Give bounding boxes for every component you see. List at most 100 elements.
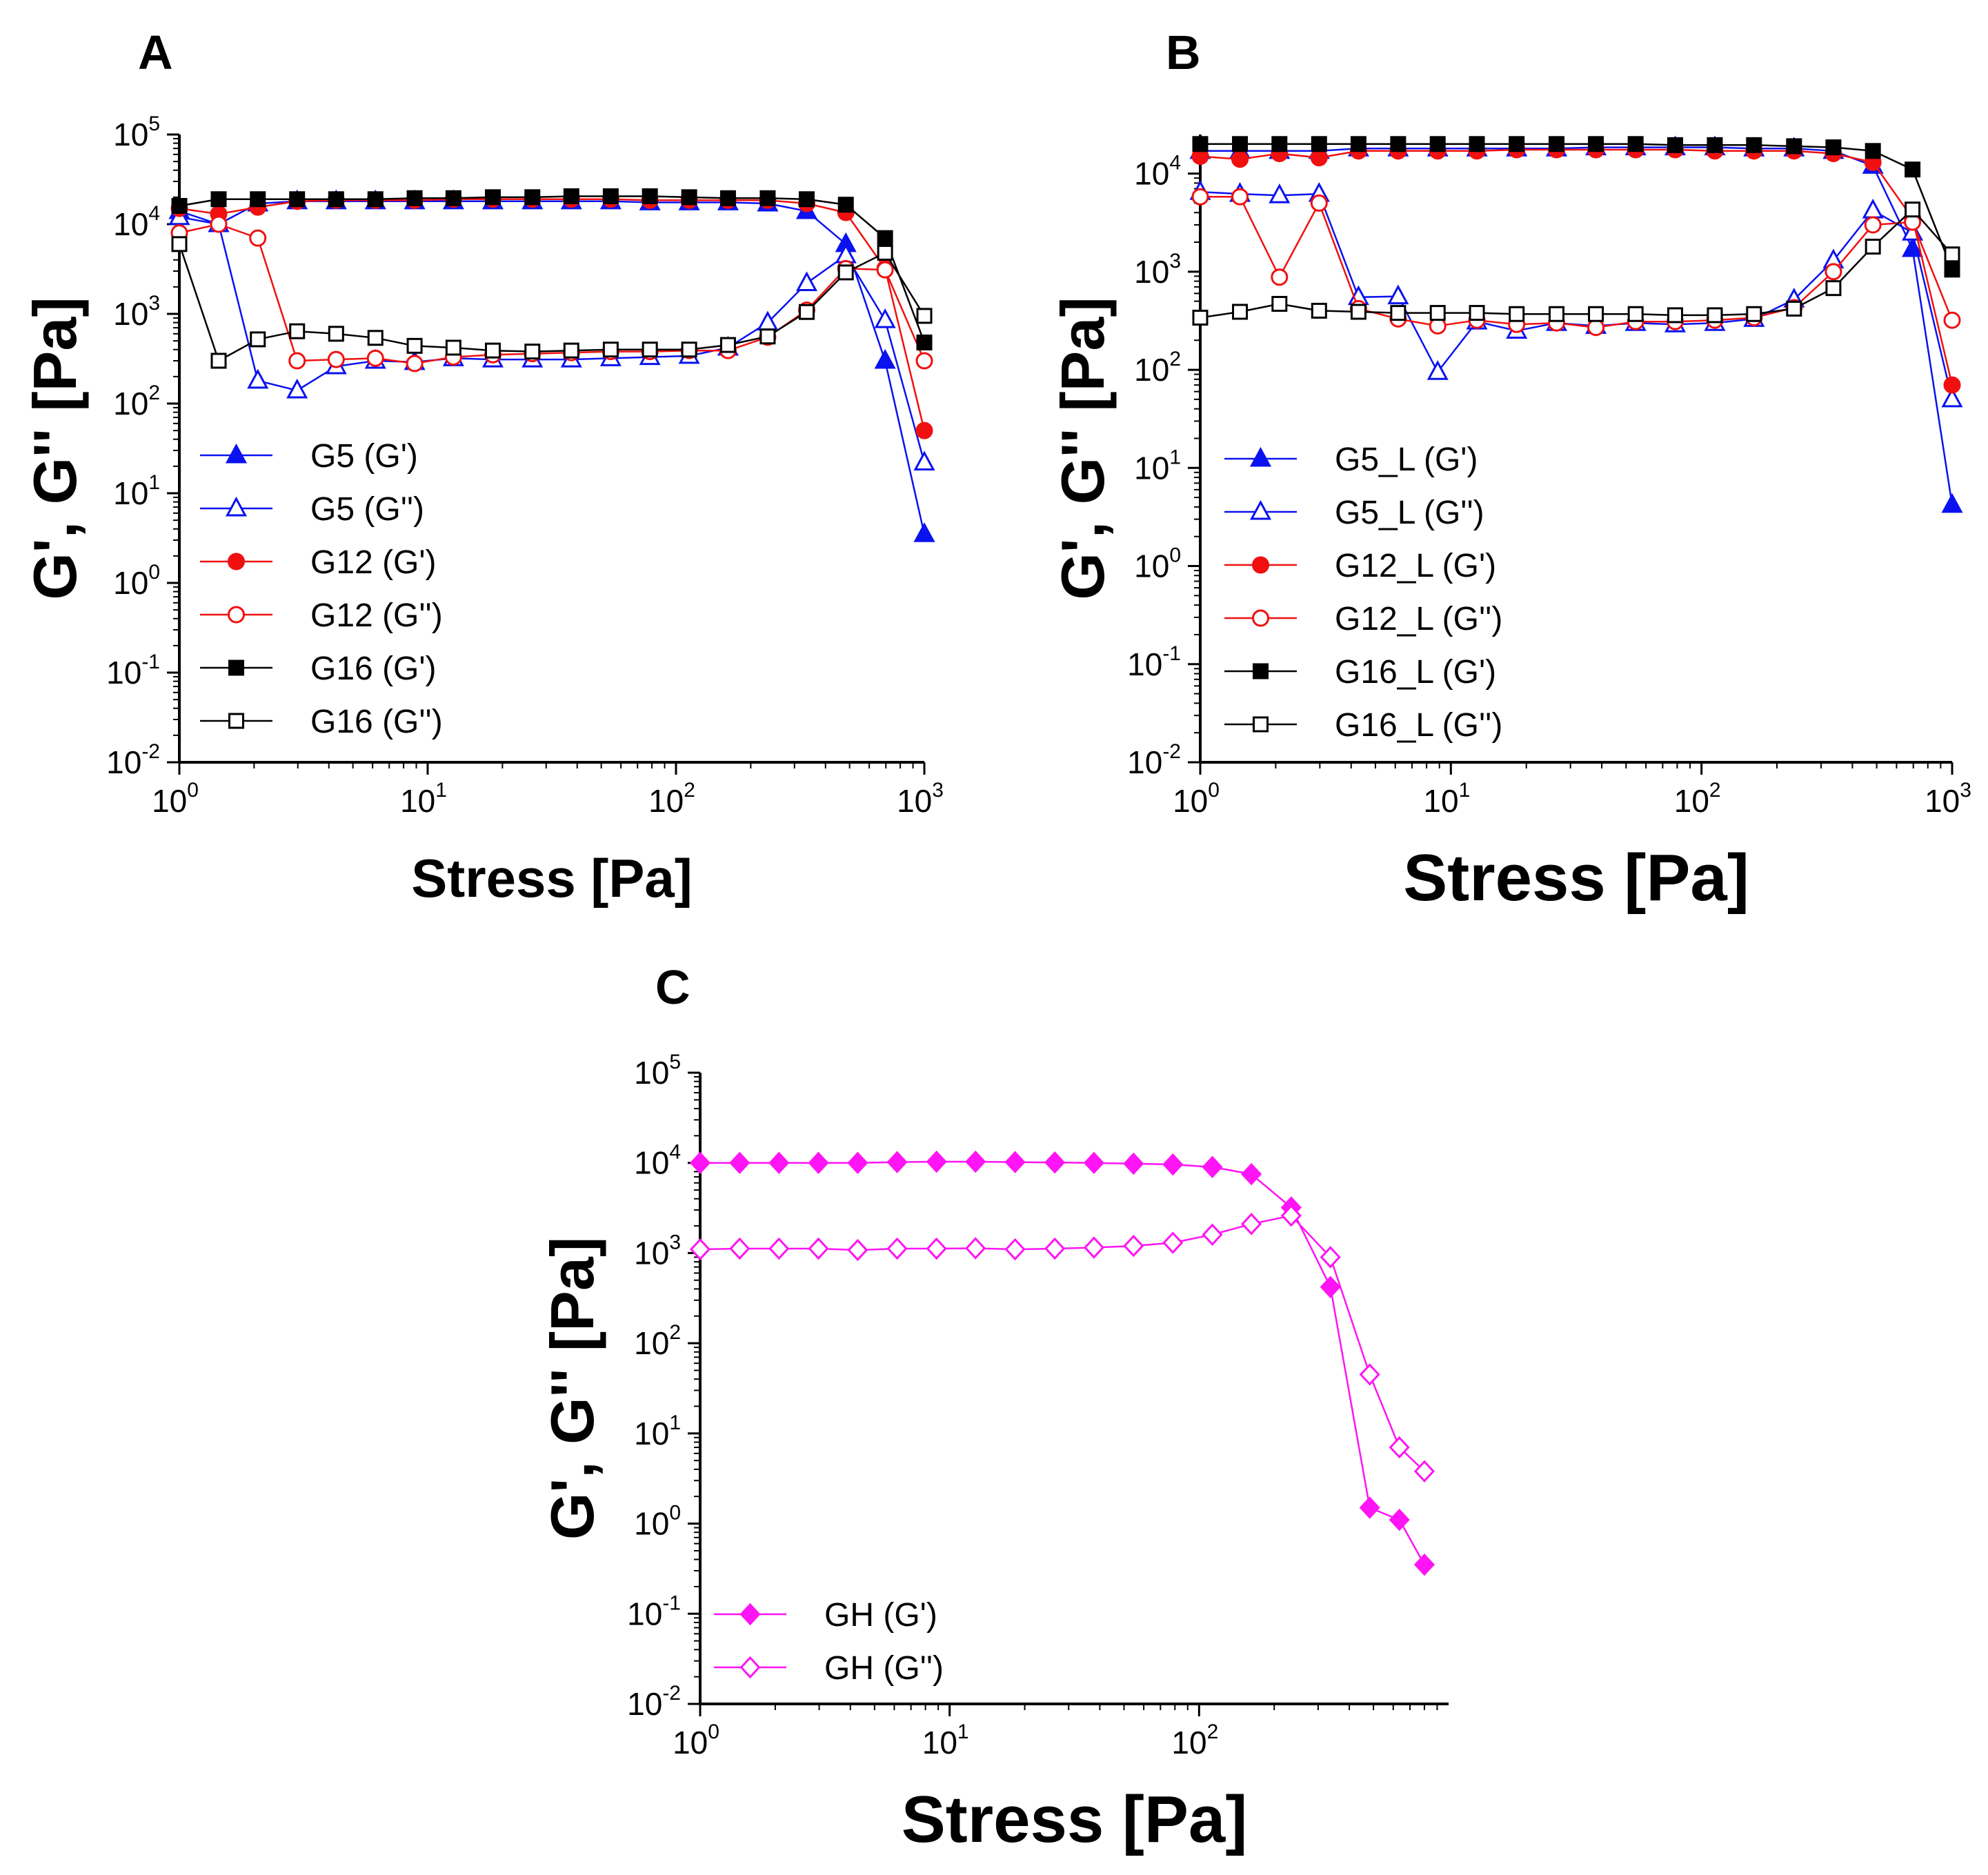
data-point [1231,188,1249,206]
legend-item-g16-l-g: G16_L (G') [1224,654,1496,691]
data-point [524,344,541,360]
y-tick-label: 100 [634,1502,681,1542]
data-point [886,1151,908,1173]
x-axis-title: Stress [Pa] [1403,841,1749,915]
data-point [1509,136,1525,152]
data-point [602,341,619,358]
data-point [1746,137,1762,153]
data-point [1588,136,1604,152]
legend-label: G12 (G'') [310,597,443,634]
y-axis-title: G', G'' [Pa] [538,1237,606,1540]
data-point [1004,1151,1026,1173]
data-point [1413,1460,1435,1482]
data-point [1271,295,1288,312]
data-point [1746,306,1762,322]
x-tick-label: 101 [400,779,447,819]
legend-label: G5_L (G'') [1335,495,1484,531]
legend-label: G5_L (G') [1335,442,1478,478]
chart-panel-a: 10-2 10-1 100 101 102 103 104 105 100 101 102 103 St… [21,112,944,909]
y-tick-label: 102 [634,1321,681,1361]
data-point [1941,387,1963,408]
series-line [1200,195,1954,328]
x-tick-label: 100 [152,779,199,819]
legend-label: G16 (G') [310,651,437,687]
legend-item-g5-l-g: G5_L (G'') [1224,495,1484,531]
data-point [759,328,776,345]
data-point [874,308,896,328]
series-gh-g [689,1150,1435,1576]
data-point [1905,201,1921,218]
legend-item-g12-l-g: G12_L (G') [1224,548,1496,584]
data-point [1192,309,1209,326]
data-point [916,334,933,350]
data-point [367,330,384,346]
data-point [1865,143,1881,159]
data-point [965,1150,986,1173]
data-point [768,1237,790,1260]
data-point [926,1237,947,1260]
data-point [808,1237,829,1260]
data-point [798,191,815,208]
series-g16-g [171,188,933,350]
data-point [913,450,935,470]
y-tick-label: 100 [113,561,160,601]
data-point [689,1151,711,1174]
legend-marker [1252,556,1269,574]
data-point [1667,307,1683,324]
data-point [1280,1204,1302,1227]
data-point [965,1237,986,1260]
data-point [1429,305,1446,321]
data-point [602,188,619,204]
data-point [1905,161,1921,178]
legend-marker [228,713,244,729]
data-point [1389,1508,1410,1531]
data-point [874,348,896,369]
data-point [1944,246,1960,263]
data-point [729,1237,751,1260]
legend-label: G16 (G'') [310,704,443,740]
data-point [289,323,306,339]
legend-marker [225,496,248,517]
legend-item-g12-l-g: G12_L (G'') [1224,601,1502,637]
data-point [1123,1152,1144,1175]
data-point [366,349,384,367]
y-tick-label: 102 [113,381,160,421]
data-point [1359,1496,1380,1519]
data-point [289,191,306,208]
data-point [1825,139,1842,156]
data-point [1191,188,1209,206]
legend-item-g12-g: G12 (G'') [200,597,443,634]
panel-letter-c: C [655,960,690,1014]
data-point [1162,1231,1184,1254]
legend-marker [228,553,245,571]
y-tick-label: 104 [1134,152,1181,192]
x-axis-title: Stress [Pa] [902,1783,1248,1856]
data-point [1825,263,1842,281]
data-point [563,188,579,204]
data-point [328,191,344,208]
legend-item-g16-g: G16 (G'') [200,704,443,740]
chart-panel-c: 10-2 10-1 100 101 102 103 104 105 100 101 102 Stres… [538,1051,1449,1856]
data-point [1202,1223,1223,1246]
legend-item-g5-g: G5 (G') [200,438,418,475]
data-point [484,342,501,359]
data-point [1390,305,1406,321]
legend-item-gh-g: GH (G') [714,1597,937,1634]
data-point [795,271,818,291]
data-point [406,190,423,206]
data-point [288,352,306,370]
legend-marker [1253,716,1269,733]
y-tick-label: 10-2 [627,1682,681,1722]
legend-marker [228,606,245,624]
panel-letter-b: B [1166,26,1201,79]
data-point [1311,136,1327,152]
y-tick-label: 102 [1134,348,1181,388]
data-point [250,191,266,208]
data-point [681,189,697,206]
data-point [926,1150,947,1173]
data-point [1269,183,1291,204]
data-point [1241,1162,1262,1186]
x-tick-label: 103 [897,779,944,819]
data-point [837,264,854,281]
